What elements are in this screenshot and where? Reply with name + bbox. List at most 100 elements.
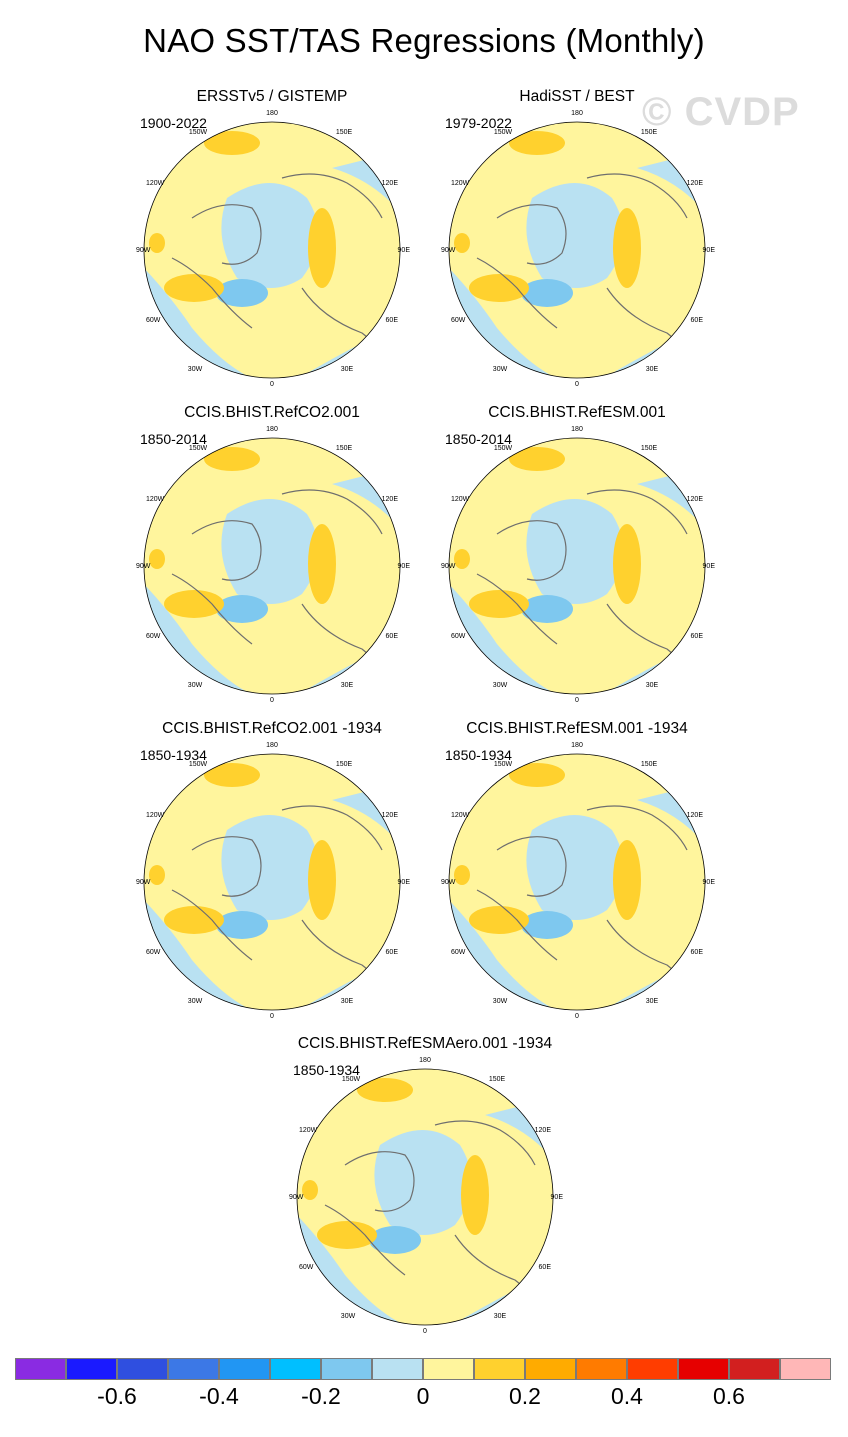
positive-anomaly-region (302, 1180, 318, 1200)
strong-negative-region (216, 279, 268, 307)
longitude-label: 90W (289, 1194, 304, 1201)
colorbar-label: -0.4 (199, 1383, 239, 1409)
positive-anomaly-region (509, 763, 565, 787)
longitude-label: 120W (451, 812, 470, 819)
longitude-label: 90E (551, 1194, 564, 1201)
longitude-label: 60W (299, 1264, 314, 1271)
longitude-label: 180 (266, 110, 278, 117)
longitude-label: 30W (493, 366, 508, 373)
strong-negative-region (521, 911, 573, 939)
longitude-label: 30E (341, 998, 354, 1005)
longitude-label: 60W (146, 317, 161, 324)
longitude-label: 30E (646, 366, 659, 373)
longitude-label: 180 (571, 742, 583, 749)
longitude-label: 60W (451, 317, 466, 324)
positive-anomaly-region (308, 524, 336, 604)
positive-anomaly-region (204, 447, 260, 471)
positive-anomaly-region (454, 549, 470, 569)
coastline (324, 1204, 406, 1276)
longitude-label: 30W (188, 998, 203, 1005)
positive-anomaly-region (613, 840, 641, 920)
polar-map: 180 0 90W 90E 150W 120W 150E 120E 60W 30W 60E 30E (441, 426, 716, 704)
coastline (496, 520, 567, 581)
positive-anomaly-region (204, 131, 260, 155)
panel-title: CCIS.BHIST.RefCO2.001 -1934 (162, 720, 382, 737)
polar-map: 180 0 90W 90E 150W 120W 150E 120E 60W 30W 60E 30E (441, 742, 715, 1020)
longitude-label: 90E (398, 247, 411, 254)
longitude-label: 90W (136, 879, 151, 886)
coastline (496, 836, 567, 897)
longitude-label: 30E (341, 682, 354, 689)
longitude-label: 150E (336, 761, 353, 768)
longitude-label: 60E (386, 633, 399, 640)
positive-anomaly-region (509, 131, 565, 155)
positive-anomaly-region (164, 906, 224, 934)
negative-anomaly-region (221, 815, 319, 920)
strong-negative-region (216, 595, 268, 623)
positive-anomaly-region (308, 840, 336, 920)
panel-years: 1850-2014 (140, 431, 207, 447)
colorbar-swatch (525, 1358, 576, 1380)
longitude-label: 30W (341, 1313, 356, 1320)
figure-title: NAO SST/TAS Regressions (Monthly) (143, 22, 705, 59)
coastline (476, 573, 558, 645)
polar-map: 180 0 90W 90E 150W 120W 150E 120E 60W 30W 60E 30E (136, 742, 411, 1020)
coastline (476, 257, 558, 329)
longitude-label: 150E (489, 1076, 506, 1083)
negative-anomaly-region (526, 183, 624, 288)
negative-anomaly-region (526, 499, 624, 604)
negative-anomaly-region (221, 499, 319, 604)
colorbar-swatch (627, 1358, 678, 1380)
longitude-label: 120E (687, 812, 704, 819)
coastline (191, 520, 262, 581)
positive-anomaly-region (164, 590, 224, 618)
longitude-label: 90E (703, 563, 716, 570)
longitude-label: 30E (646, 998, 659, 1005)
panel-title: HadiSST / BEST (519, 88, 635, 105)
longitude-label: 180 (571, 110, 583, 117)
colorbar-label: 0.6 (713, 1383, 745, 1409)
coastline (586, 489, 688, 535)
longitude-label: 30W (493, 998, 508, 1005)
watermark: © CVDP (642, 90, 800, 134)
longitude-label: 30E (494, 1313, 507, 1320)
longitude-label: 150E (336, 129, 353, 136)
longitude-label: 120W (146, 812, 165, 819)
longitude-label: 180 (419, 1057, 431, 1064)
negative-anomaly-region (526, 815, 624, 920)
polar-map: 180 0 90W 90E 150W 120W 150E 120E 60W 30W 60E 30E (136, 426, 411, 704)
panel-title: ERSSTv5 / GISTEMP (196, 88, 348, 105)
map-border (143, 753, 401, 1011)
panel-3: 180 0 90W 90E 150W 120W 150E 120E 60W 30W 60E 30E C… (132, 404, 412, 724)
longitude-label: 90E (398, 563, 411, 570)
coastline (171, 573, 253, 645)
panel-title: CCIS.BHIST.RefCO2.001 (184, 404, 360, 421)
strong-negative-region (216, 911, 268, 939)
longitude-label: 0 (270, 697, 274, 704)
colorbar-swatch (168, 1358, 219, 1380)
colorbar-swatch (15, 1358, 66, 1380)
positive-anomaly-region (461, 1155, 489, 1235)
panel-6: 180 0 90W 90E 150W 120W 150E 120E 60W 30W 60E 30E C… (437, 720, 717, 1040)
longitude-label: 0 (270, 1013, 274, 1020)
positive-anomaly-region (149, 865, 165, 885)
longitude-label: 60E (691, 949, 704, 956)
longitude-label: 120E (382, 812, 399, 819)
map-border (448, 437, 706, 695)
coastline (344, 1151, 415, 1212)
strong-negative-region (369, 1226, 421, 1254)
longitude-label: 120E (382, 180, 399, 187)
longitude-label: 90E (398, 879, 411, 886)
positive-anomaly-region (149, 549, 165, 569)
longitude-label: 150E (641, 129, 658, 136)
longitude-label: 60W (146, 949, 161, 956)
longitude-label: 120E (687, 496, 704, 503)
colorbar-swatch (576, 1358, 627, 1380)
coastline (476, 889, 558, 961)
longitude-label: 120W (451, 496, 470, 503)
positive-anomaly-region (454, 233, 470, 253)
longitude-label: 30E (341, 366, 354, 373)
positive-anomaly-region (454, 865, 470, 885)
coastline (496, 204, 567, 265)
colorbar-label: -0.2 (301, 1383, 341, 1409)
